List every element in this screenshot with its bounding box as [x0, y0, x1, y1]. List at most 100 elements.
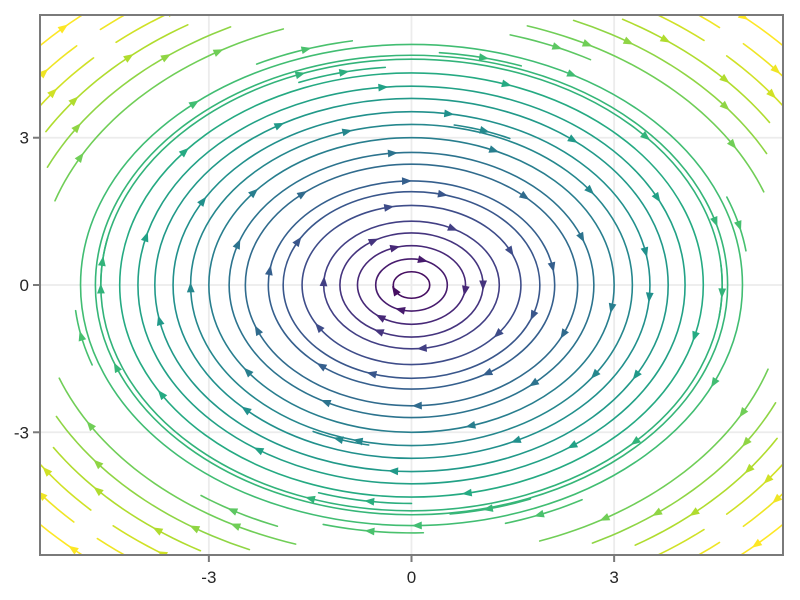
arrowhead: [608, 302, 617, 314]
arrowhead: [388, 467, 399, 476]
arrowhead: [462, 285, 470, 296]
arrowhead: [320, 400, 332, 408]
streamline: [200, 494, 279, 528]
arrowhead: [501, 79, 512, 88]
arrowhead: [57, 24, 68, 34]
arrowhead: [319, 276, 328, 287]
streamline: [228, 151, 595, 419]
arrowhead: [443, 109, 455, 118]
streamline: [374, 258, 449, 312]
arrowhead: [389, 244, 401, 253]
streamline: [52, 446, 202, 552]
arrowhead: [411, 401, 422, 410]
arrowhead: [632, 369, 642, 380]
arrowhead: [622, 36, 634, 45]
arrowhead: [599, 513, 611, 521]
arrowhead: [719, 73, 730, 84]
streamline: [658, 16, 705, 42]
streamline: [99, 16, 125, 31]
streamline: [41, 524, 83, 554]
streamline: [115, 16, 165, 44]
streamline: [55, 415, 251, 551]
arrowhead: [576, 231, 585, 243]
arrowhead: [152, 527, 164, 536]
streamline: [45, 24, 189, 133]
arrowhead: [296, 190, 308, 200]
arrowhead: [645, 292, 654, 303]
streamline: [244, 163, 579, 407]
arrowhead: [294, 71, 306, 80]
arrowhead: [366, 370, 378, 379]
arrowhead: [751, 538, 763, 548]
arrowhead: [734, 220, 742, 231]
arrowhead: [315, 322, 325, 334]
arrowhead: [86, 421, 97, 432]
x-tick-label: 3: [609, 568, 618, 587]
arrowhead: [300, 46, 312, 55]
arrowhead: [178, 147, 189, 158]
arrowhead: [378, 83, 389, 92]
arrowhead: [651, 191, 661, 203]
arrowhead: [640, 246, 649, 258]
arrowhead: [230, 523, 242, 531]
arrowhead: [47, 88, 58, 99]
arrowhead: [254, 325, 264, 337]
arrowhead: [212, 49, 224, 57]
arrowhead: [744, 463, 755, 474]
streamline: [504, 498, 583, 525]
arrowhead: [584, 184, 595, 195]
y-tick-label: -3: [14, 423, 29, 442]
arrowhead: [160, 54, 171, 63]
arrowhead: [652, 507, 663, 516]
arrowhead: [581, 39, 593, 47]
arrowhead: [74, 152, 84, 164]
arrowhead: [710, 376, 720, 388]
streamline: [118, 72, 705, 498]
arrowhead: [273, 122, 285, 131]
arrowhead: [227, 508, 239, 516]
arrowhead: [479, 280, 487, 291]
arrowhead: [364, 497, 375, 506]
arrowhead: [364, 527, 375, 536]
streamline: [96, 537, 125, 554]
arrowhead: [447, 223, 458, 231]
arrowhead: [157, 389, 168, 401]
arrowhead: [93, 459, 104, 470]
streamline: [112, 524, 165, 554]
streamline: [356, 244, 467, 326]
x-tick-label: -3: [201, 568, 216, 587]
streamline: [538, 368, 769, 542]
arrowhead: [243, 367, 254, 378]
streamline: [509, 34, 592, 61]
arrowhead: [770, 64, 781, 74]
streamline: [154, 97, 669, 473]
arrowhead: [659, 34, 671, 43]
arrowhead: [113, 362, 122, 374]
arrowhead: [566, 69, 578, 77]
streamline: [698, 16, 721, 29]
arrowhead: [590, 368, 601, 379]
streamline: [658, 528, 705, 554]
arrowhead: [41, 68, 49, 79]
arrowhead: [692, 330, 700, 342]
arrowhead: [416, 344, 428, 352]
arrowhead: [186, 282, 195, 293]
arrowhead: [504, 245, 514, 257]
arrowhead: [168, 16, 171, 18]
arrowhead: [763, 474, 774, 484]
arrowhead: [123, 53, 134, 63]
arrowhead: [534, 509, 545, 518]
arrowhead: [93, 486, 104, 497]
arrowhead: [737, 16, 749, 20]
arrowhead: [395, 306, 406, 315]
arrowhead: [478, 53, 490, 61]
arrowhead: [383, 204, 395, 212]
arrowhead: [560, 328, 569, 339]
arrowhead: [189, 525, 201, 534]
arrowhead: [197, 196, 207, 207]
arrowhead: [248, 188, 259, 199]
x-tick-label: 0: [407, 568, 416, 587]
streamline: [137, 85, 686, 485]
arrowhead: [726, 138, 737, 149]
